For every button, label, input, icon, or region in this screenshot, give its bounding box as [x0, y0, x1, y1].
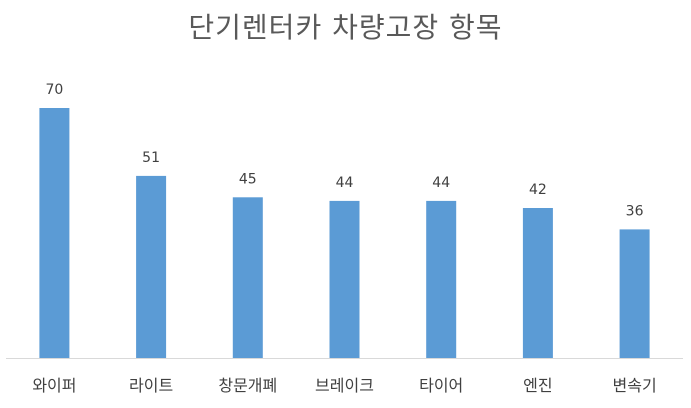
bar-3	[232, 197, 263, 358]
chart-title: 단기렌터카 차량고장 항목	[188, 11, 503, 44]
x-tick-label-7: 변속기	[613, 376, 657, 395]
x-tick-label-2: 라이트	[129, 376, 173, 395]
bar-7	[619, 229, 650, 358]
data-label-2: 51	[142, 150, 160, 166]
x-tick-label-6: 엔진	[523, 376, 552, 395]
data-label-1: 70	[45, 82, 63, 98]
bar-5	[426, 200, 457, 358]
bar-6	[522, 208, 553, 358]
data-label-6: 42	[529, 182, 547, 198]
x-tick-label-1: 와이퍼	[32, 376, 76, 395]
bar-4	[329, 200, 360, 358]
x-tick-label-4: 브레이크	[315, 376, 374, 395]
bar-2	[136, 175, 167, 358]
data-label-4: 44	[336, 175, 354, 191]
x-tick-label-5: 타이어	[419, 376, 463, 395]
data-label-5: 44	[432, 175, 450, 191]
data-label-7: 36	[626, 203, 644, 219]
bar-1	[39, 108, 70, 358]
data-label-3: 45	[239, 171, 257, 187]
x-tick-label-3: 창문개폐	[218, 376, 277, 395]
